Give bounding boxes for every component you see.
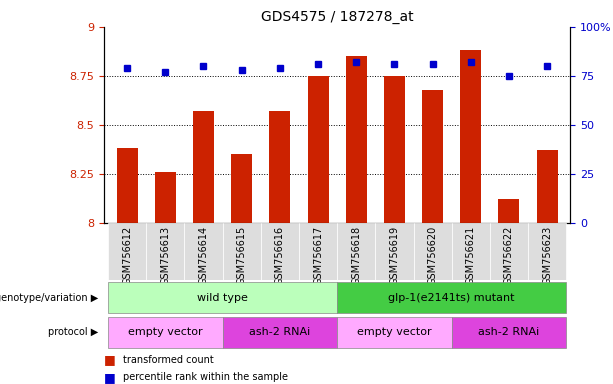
Text: GSM756612: GSM756612 xyxy=(122,225,132,285)
Bar xyxy=(193,111,214,223)
Bar xyxy=(116,148,138,223)
Bar xyxy=(452,223,490,280)
Bar xyxy=(108,223,147,280)
Bar xyxy=(337,223,375,280)
Text: GSM756620: GSM756620 xyxy=(428,225,438,285)
Text: ■: ■ xyxy=(104,353,120,366)
Bar xyxy=(147,223,185,280)
Text: GSM756622: GSM756622 xyxy=(504,225,514,285)
Text: ash-2 RNAi: ash-2 RNAi xyxy=(249,327,311,337)
Bar xyxy=(460,50,481,223)
Bar xyxy=(414,223,452,280)
Bar xyxy=(498,199,519,223)
Bar xyxy=(299,223,337,280)
Text: transformed count: transformed count xyxy=(123,355,213,365)
Bar xyxy=(269,111,291,223)
Bar xyxy=(452,316,566,348)
Bar xyxy=(536,150,558,223)
Text: protocol ▶: protocol ▶ xyxy=(48,327,98,337)
Bar xyxy=(223,223,261,280)
Bar xyxy=(231,154,252,223)
Text: GSM756618: GSM756618 xyxy=(351,225,361,285)
Title: GDS4575 / 187278_at: GDS4575 / 187278_at xyxy=(261,10,413,25)
Text: GSM756615: GSM756615 xyxy=(237,225,246,285)
Text: empty vector: empty vector xyxy=(357,327,432,337)
Bar xyxy=(108,282,337,313)
Text: GSM756616: GSM756616 xyxy=(275,225,285,285)
Text: GSM756619: GSM756619 xyxy=(389,225,400,285)
Bar xyxy=(337,282,566,313)
Bar xyxy=(223,316,337,348)
Text: GSM756623: GSM756623 xyxy=(542,225,552,285)
Text: GSM756617: GSM756617 xyxy=(313,225,323,285)
Text: ■: ■ xyxy=(104,371,120,384)
Bar xyxy=(308,76,329,223)
Bar xyxy=(384,76,405,223)
Text: ash-2 RNAi: ash-2 RNAi xyxy=(478,327,539,337)
Text: glp-1(e2141ts) mutant: glp-1(e2141ts) mutant xyxy=(389,293,515,303)
Text: percentile rank within the sample: percentile rank within the sample xyxy=(123,372,287,382)
Bar xyxy=(108,316,223,348)
Text: empty vector: empty vector xyxy=(128,327,203,337)
Bar xyxy=(337,316,452,348)
Bar xyxy=(375,223,414,280)
Bar xyxy=(422,89,443,223)
Bar xyxy=(528,223,566,280)
Text: GSM756613: GSM756613 xyxy=(161,225,170,285)
Text: GSM756614: GSM756614 xyxy=(199,225,208,285)
Text: GSM756621: GSM756621 xyxy=(466,225,476,285)
Bar xyxy=(261,223,299,280)
Text: wild type: wild type xyxy=(197,293,248,303)
Bar xyxy=(185,223,223,280)
Text: genotype/variation ▶: genotype/variation ▶ xyxy=(0,293,98,303)
Bar xyxy=(346,56,367,223)
Bar xyxy=(155,172,176,223)
Bar xyxy=(490,223,528,280)
